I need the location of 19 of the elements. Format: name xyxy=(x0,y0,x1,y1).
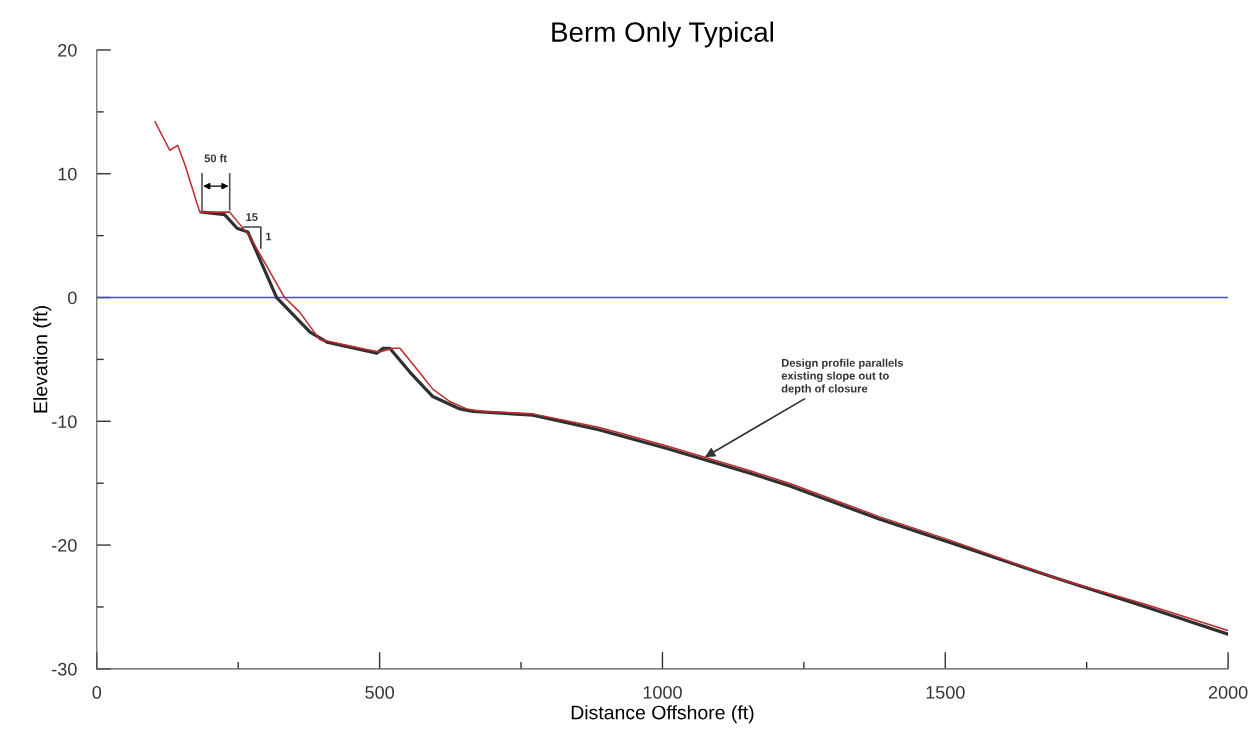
x-tick-label: 2000 xyxy=(1208,685,1248,699)
x-tick-label: 500 xyxy=(365,685,394,699)
annotation: Design profile parallels existing slope out to depth of closure xyxy=(781,358,904,395)
chart-title: Berm Only Typical xyxy=(552,21,774,48)
x-axis-title: Distance Offshore (ft) xyxy=(571,705,754,724)
y-tick-label: -30 xyxy=(52,662,77,676)
line-series xyxy=(154,121,1229,632)
y-tick-label: 10 xyxy=(58,167,77,181)
annotation: 15 xyxy=(246,213,258,222)
y-tick-label: -10 xyxy=(52,415,77,429)
y-tick-label: -20 xyxy=(52,539,77,552)
y-axis-title: Elevation (ft) xyxy=(33,306,52,413)
y-tick-label: 0 xyxy=(68,291,77,305)
annotation: 50 ft xyxy=(204,154,227,163)
y-tick-label: 20 xyxy=(58,43,77,57)
annotation: 1 xyxy=(266,232,272,241)
x-tick-label: 0 xyxy=(92,685,102,699)
x-tick-label: 1500 xyxy=(926,685,965,699)
x-tick-label: 1000 xyxy=(643,685,682,699)
